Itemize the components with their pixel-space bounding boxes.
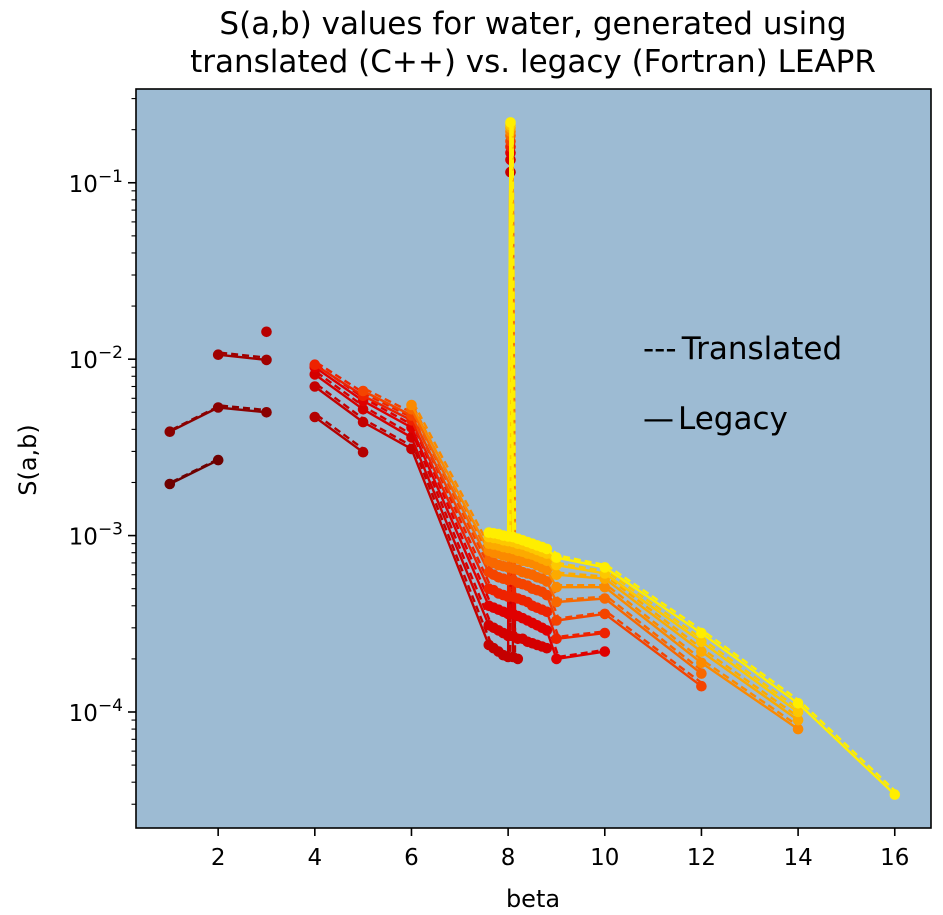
data-point xyxy=(261,354,272,366)
data-point xyxy=(696,646,707,657)
y-tick-label: 10−2 xyxy=(69,343,123,374)
data-point xyxy=(599,608,611,620)
data-point xyxy=(541,642,553,654)
series-7 xyxy=(309,147,611,665)
data-point xyxy=(551,633,562,645)
x-tick-label: 14 xyxy=(783,845,812,871)
data-point xyxy=(696,627,707,639)
series-4 xyxy=(309,411,369,458)
legend-entry-translated: --- Translated xyxy=(643,331,842,367)
data-point xyxy=(551,552,562,563)
data-point xyxy=(212,402,224,413)
data-point xyxy=(541,625,553,636)
legend-label-legacy: Legacy xyxy=(678,401,788,437)
series-10 xyxy=(406,130,707,679)
data-point xyxy=(512,653,524,665)
series-14 xyxy=(483,117,901,800)
data-point xyxy=(309,381,321,392)
data-point xyxy=(696,680,707,692)
data-point xyxy=(551,615,562,626)
data-point xyxy=(541,606,553,618)
data-point xyxy=(889,789,901,800)
legend-label-translated: Translated xyxy=(681,331,842,367)
data-point xyxy=(541,589,553,601)
data-point xyxy=(599,562,611,573)
data-point xyxy=(406,399,417,411)
legend-entry-legacy: — Legacy xyxy=(643,401,788,437)
data-point xyxy=(696,668,707,679)
data-point xyxy=(357,446,369,458)
data-point xyxy=(551,559,562,571)
y-tick-label: 10−4 xyxy=(69,696,123,727)
data-point xyxy=(599,593,611,604)
data-point xyxy=(357,404,369,415)
series-0-translated-line xyxy=(171,457,221,484)
series-4-legacy-line xyxy=(314,416,364,454)
data-point xyxy=(541,564,553,576)
x-tick-label: 4 xyxy=(307,845,322,871)
series-9 xyxy=(357,135,707,692)
plot-frame xyxy=(135,88,932,829)
data-point xyxy=(792,714,804,726)
chart-title-line-2: translated (C++) vs. legacy (Fortran) LE… xyxy=(190,44,876,80)
data-point xyxy=(551,596,562,608)
x-tick-label: 16 xyxy=(880,845,909,871)
series-3 xyxy=(261,326,272,338)
series-2 xyxy=(212,349,272,366)
data-point xyxy=(599,646,611,657)
data-point xyxy=(541,576,553,587)
legend-marker-translated: --- xyxy=(643,331,675,367)
data-point xyxy=(792,698,804,709)
series-layer xyxy=(164,117,901,800)
data-point xyxy=(309,359,321,371)
data-point xyxy=(541,543,553,555)
data-point xyxy=(599,581,611,593)
data-point xyxy=(212,454,224,466)
data-point xyxy=(212,349,224,361)
data-point xyxy=(551,569,562,580)
x-tick-label: 6 xyxy=(404,845,419,871)
y-axis-label: S(a,b) xyxy=(14,424,42,496)
x-tick-label: 2 xyxy=(211,845,226,871)
x-axis: 2 4 6 8 10 12 14 16 xyxy=(211,828,909,871)
series-2-legacy-line xyxy=(218,353,267,362)
data-point xyxy=(357,385,369,397)
data-point xyxy=(792,723,804,735)
data-point xyxy=(696,657,707,669)
series-0 xyxy=(164,454,224,490)
series-1 xyxy=(164,402,272,438)
data-point xyxy=(357,416,369,428)
data-point xyxy=(551,581,562,593)
x-tick-label: 12 xyxy=(687,845,716,871)
data-point xyxy=(261,326,272,338)
x-tick-label: 8 xyxy=(501,845,516,871)
y-tick-label: 10−1 xyxy=(69,167,123,198)
legend-marker-legacy: — xyxy=(643,401,674,437)
x-axis-label: beta xyxy=(506,885,560,913)
data-point xyxy=(792,706,804,718)
y-axis: 10−4 10−3 10−2 10−1 xyxy=(69,98,136,805)
data-point xyxy=(551,653,562,665)
data-point xyxy=(164,426,176,438)
chart-title-line-1: S(a,b) values for water, generated using xyxy=(219,6,846,42)
x-tick-label: 10 xyxy=(590,845,619,871)
data-point xyxy=(696,636,707,648)
data-point xyxy=(309,411,321,423)
series-4-translated-line xyxy=(316,414,366,452)
legend: --- Translated — Legacy xyxy=(643,331,842,437)
series-2-translated-line xyxy=(220,351,269,360)
y-tick-label: 10−3 xyxy=(69,520,123,551)
data-point xyxy=(505,117,516,128)
data-point xyxy=(261,407,272,418)
data-point xyxy=(164,478,176,490)
data-point xyxy=(599,627,611,639)
